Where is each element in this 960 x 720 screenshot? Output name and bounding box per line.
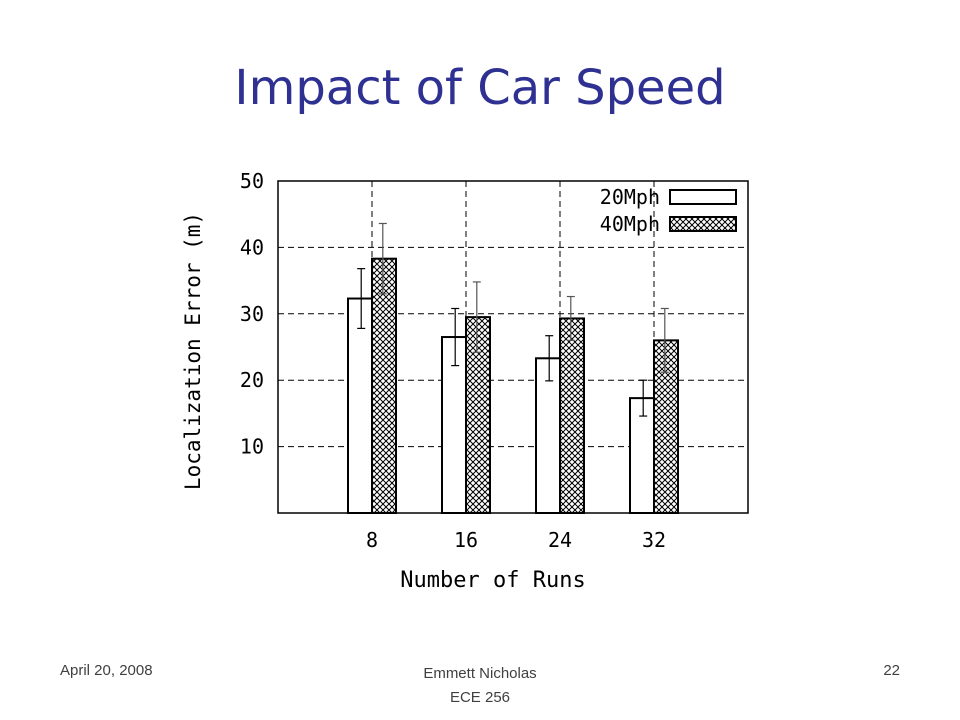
plot-frame [277,180,749,514]
bar-20Mph-16 [441,336,467,514]
x-tick-label: 16 [454,528,478,552]
legend-label-20Mph: 20Mph [600,185,660,209]
bar-chart: 10 20 30 40 50 8 16 24 32 Number of Runs Localizat… [181,169,749,593]
y-tick-label: 40 [240,235,264,259]
bar-20Mph-24 [535,357,561,514]
y-tick-label: 30 [240,302,264,326]
legend-swatch-20Mph [669,189,737,205]
x-tick-label: 8 [366,528,378,552]
footer-course: ECE 256 [449,689,511,706]
footer-page-number: 22 [883,662,900,679]
bar-20Mph-8 [347,297,373,514]
bar-40Mph-24 [559,317,585,514]
slide-title: Impact of Car Speed [234,60,726,116]
x-axis-label: Number of Runs [400,568,585,593]
bar-20Mph-32 [629,397,655,515]
footer-author-block: Emmett Nicholas ECE 256 [380,662,580,710]
bar-40Mph-8 [371,257,397,514]
y-tick-label: 10 [240,435,264,459]
x-tick-label: 32 [642,528,666,552]
bar-40Mph-16 [465,316,491,514]
y-axis-label: Localization Error (m) [181,212,205,490]
footer-author: Emmett Nicholas [423,665,537,682]
bar-40Mph-32 [653,339,679,514]
legend-swatch-40Mph [669,216,737,232]
x-tick-label: 24 [548,528,572,552]
y-tick-label: 50 [240,169,264,193]
legend-label-40Mph: 40Mph [600,212,660,236]
footer-date: April 20, 2008 [60,662,153,679]
y-tick-label: 20 [240,368,264,392]
